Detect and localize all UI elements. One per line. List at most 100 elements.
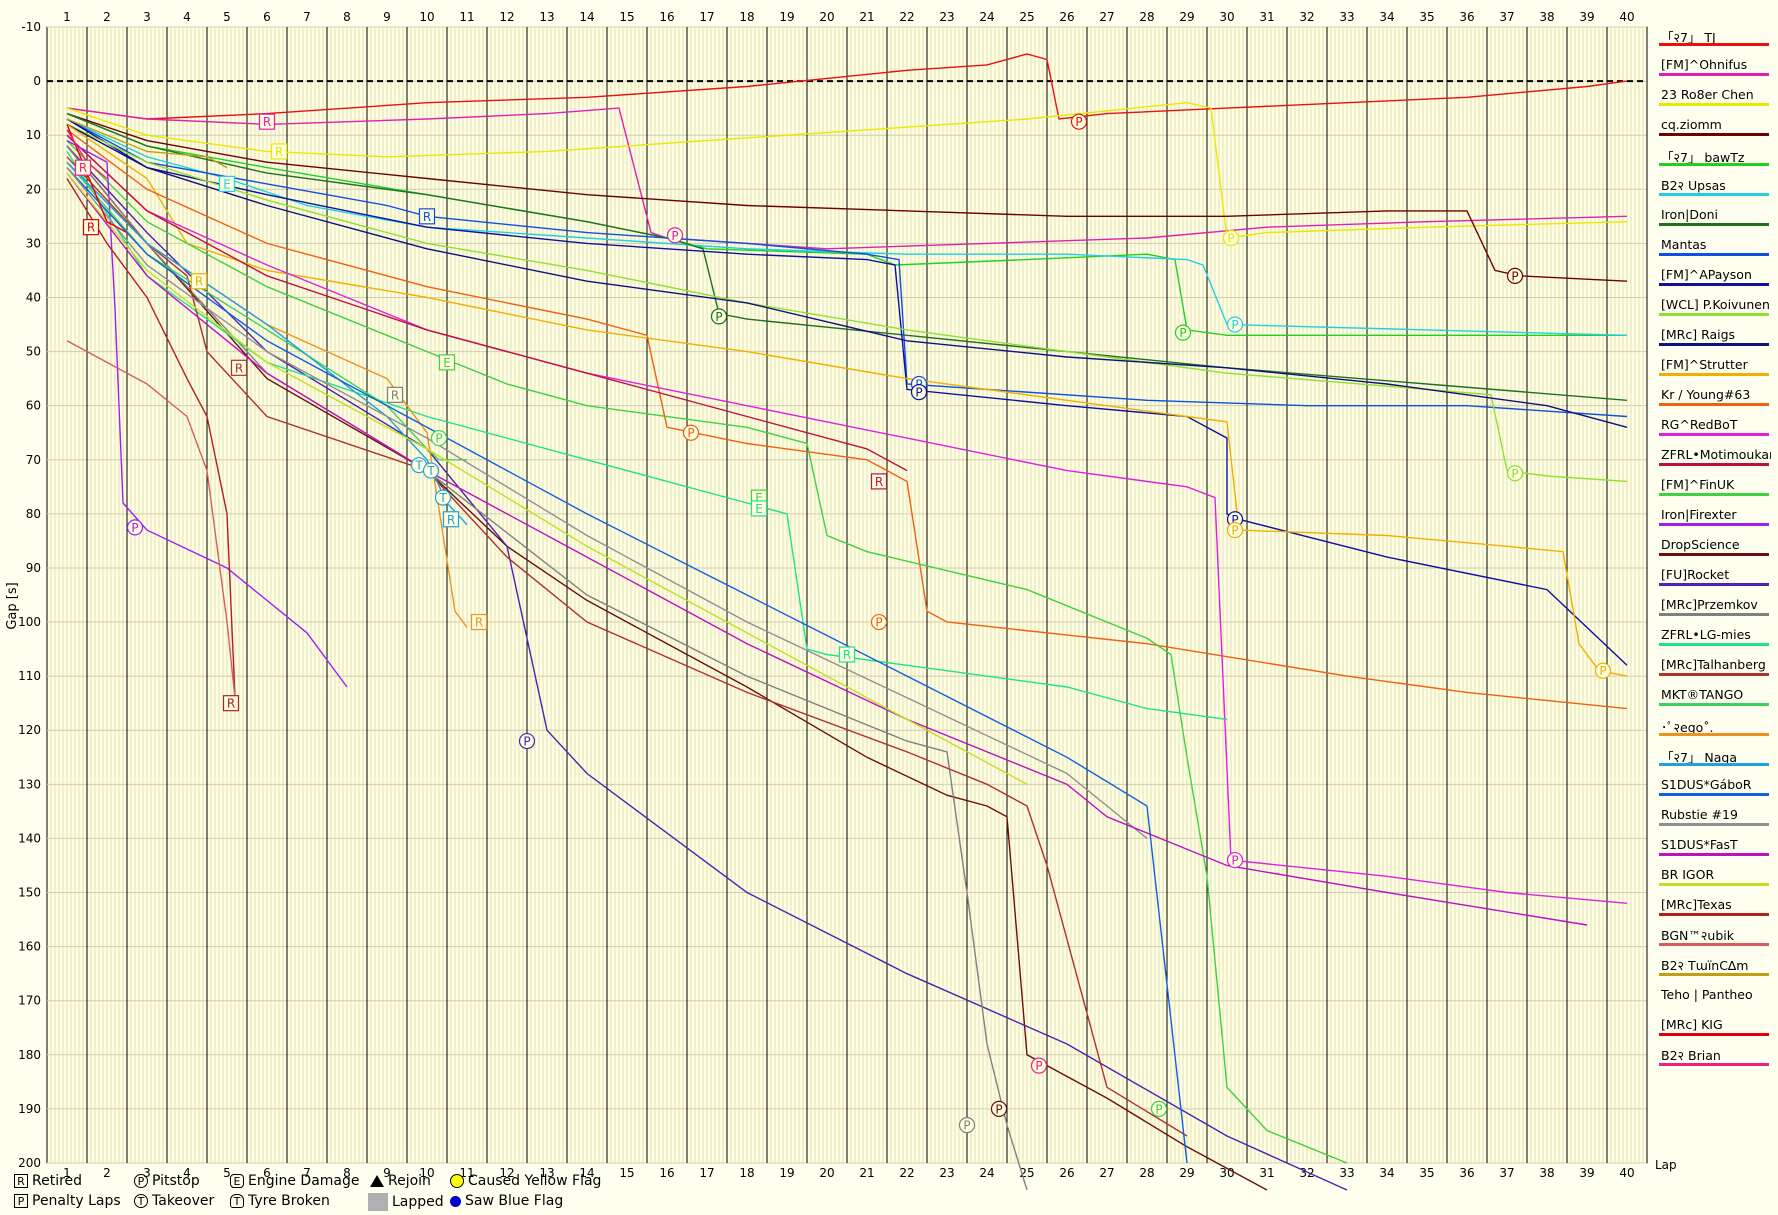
legend-entry: S1DUS*FasT (1659, 836, 1771, 866)
legend-entry: ･ﾟ२ego˚. (1659, 716, 1771, 746)
x-axis-ticks-top: 1 2 3 4 5 6 7 8 9 10 11 12 13 14 15 16 17 18 19 20 21 22 23 24 2… (63, 10, 1634, 24)
marker-letter: P (1511, 269, 1518, 283)
x-tick-label-bottom: 29 (1179, 1166, 1194, 1180)
marker-letter: R (275, 145, 283, 159)
legend-swatch (1659, 673, 1769, 676)
marker-letter: E (443, 356, 451, 370)
pitstop-marker: P (870, 613, 888, 631)
marker-shape (682, 424, 700, 441)
x-tick-label-bottom: 14 (579, 1166, 594, 1180)
marker-shape (518, 732, 536, 750)
marker-letter: P (995, 1102, 1002, 1116)
y-tick-label: 150 (18, 886, 41, 900)
x-tick-label-bottom: 17 (699, 1166, 714, 1180)
key-lapped: Lapped (368, 1193, 444, 1211)
legend-entry: [FM]^Ohnifus (1659, 56, 1771, 86)
y-axis-label: Gap [s] (5, 582, 20, 629)
marker-shape (126, 519, 144, 536)
x-tick-label-bottom: 34 (1379, 1166, 1394, 1180)
x-tick-label-bottom: 27 (1099, 1166, 1114, 1180)
marker-shape (910, 384, 928, 401)
x-tick-label-bottom: 1 (63, 1166, 71, 1180)
x-tick-label-top: 33 (1339, 10, 1354, 24)
legend-swatch (1659, 193, 1769, 196)
x-tick-label-bottom: 3 (143, 1166, 151, 1180)
legend-swatch (1659, 523, 1769, 526)
series-line (66, 134, 1628, 904)
legend-label: Teho | Pantheo (1661, 987, 1753, 1002)
marker-shape (1150, 1100, 1168, 1118)
x-tick-label-top: 28 (1139, 10, 1154, 24)
marker-letter: P (1599, 664, 1606, 678)
marker-shape (990, 1100, 1008, 1118)
x-tick-label-bottom: 26 (1059, 1166, 1074, 1180)
key-tyre: T Tyre Broken (230, 1193, 330, 1209)
series-line (66, 140, 1348, 1164)
y-tick-label: 10 (26, 128, 41, 142)
x-tick-label-top: 35 (1419, 10, 1434, 24)
pitstop-marker: P (1506, 465, 1524, 482)
x-tick-label-top: 19 (779, 10, 794, 24)
legend-swatch (1659, 133, 1769, 136)
marker-letter: T (414, 459, 423, 473)
event-key: R Retired P Penalty Laps P Pitstop T Takeove… (12, 1171, 632, 1215)
marker-shape (470, 613, 488, 631)
marker-letter: P (1231, 318, 1238, 332)
y-tick-label: 140 (18, 831, 41, 845)
legend-entry: Kr / Young#63 (1659, 386, 1771, 416)
legend-entry: B2२ TɯïnC∆m (1659, 956, 1771, 986)
x-tick-label-bottom: 18 (739, 1166, 754, 1180)
x-tick-label-top: 38 (1539, 10, 1554, 24)
marker-shape (438, 354, 456, 371)
marker-shape (870, 473, 888, 490)
marker-letter: E (755, 491, 763, 505)
pitstop-marker: P (1226, 521, 1244, 539)
tyre-broken-icon: T (230, 1194, 244, 1208)
series-line (66, 156, 1188, 1137)
legend-entry: DropScience (1659, 536, 1771, 566)
marker-shape (1070, 113, 1088, 130)
retired-marker: R (82, 219, 100, 236)
pitstop-marker: P (1030, 1057, 1048, 1074)
series-line (66, 145, 1268, 1191)
x-tick-label-bottom: 12 (499, 1166, 514, 1180)
legend-entry: S1DUS*GáboR (1659, 776, 1771, 806)
marker-letter: P (1231, 854, 1238, 868)
y-tick-label: 160 (18, 940, 41, 954)
lap-gridlines (86, 27, 1648, 1163)
retired-marker: R (222, 695, 240, 712)
x-tick-label-top: 39 (1579, 10, 1594, 24)
legend-swatch (1659, 1063, 1769, 1066)
legend-label: ZFRL•Motimoukari (1661, 447, 1771, 462)
marker-shape (1226, 521, 1244, 539)
legend-swatch (1659, 823, 1769, 826)
legend-swatch (1659, 403, 1769, 406)
x-tick-label-bottom: 31 (1259, 1166, 1274, 1180)
pitstop-marker: P (958, 1117, 976, 1134)
legend-entry: Iron|Doni (1659, 206, 1771, 236)
retired-marker: R (386, 386, 404, 403)
y-tick-label: 130 (18, 777, 41, 791)
x-tick-label-bottom: 22 (899, 1166, 914, 1180)
legend-label: 「२7」 TJ (1661, 30, 1716, 45)
legend-label: BGN™२ubik (1661, 928, 1734, 943)
y-tick-label: 190 (18, 1102, 41, 1116)
marker-shape (386, 386, 404, 403)
legend-swatch (1659, 973, 1769, 976)
y-tick-label: 30 (26, 236, 41, 250)
legend-entry: [FM]^APayson (1659, 266, 1771, 296)
series-line (66, 134, 908, 472)
legend-entry: Teho | Pantheo (1659, 986, 1771, 1016)
legend-swatch (1659, 313, 1769, 316)
penalty-icon: P (14, 1194, 28, 1208)
x-tick-label-top: 29 (1179, 10, 1194, 24)
x-tick-label-bottom: 40 (1619, 1166, 1634, 1180)
series-line (66, 123, 1628, 428)
x-tick-label-top: 21 (859, 10, 874, 24)
legend-entry: 「२7」 TJ (1659, 26, 1771, 56)
x-tick-label-bottom: 2 (103, 1166, 111, 1180)
x-tick-label-top: 27 (1099, 10, 1114, 24)
legend-label: [MRc]Texas (1661, 897, 1732, 912)
y-tick-label: -10 (21, 20, 41, 34)
pitstop-marker: P (126, 519, 144, 536)
